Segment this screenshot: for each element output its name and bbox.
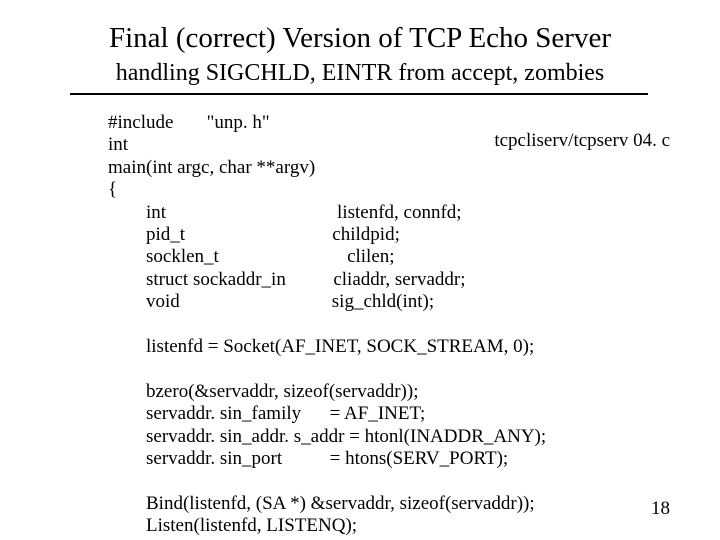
code-line: servaddr. sin_addr. s_addr = htonl(INADD… [108,426,546,447]
code-line: servaddr. sin_family = AF_INET; [108,403,425,424]
code-block: #include "unp. h" int main(int argc, cha… [108,112,648,538]
code-line: listenfd = Socket(AF_INET, SOCK_STREAM, … [108,336,534,357]
code-line: Listen(listenfd, LISTENQ); [108,515,357,536]
code-line: int listenfd, connfd; [108,202,462,223]
code-line: bzero(&servaddr, sizeof(servaddr)); [108,381,419,402]
code-line: int [108,134,128,155]
code-line: #include "unp. h" [108,112,270,133]
slide: Final (correct) Version of TCP Echo Serv… [0,0,720,540]
code-line: { [108,179,117,200]
code-line: struct sockaddr_in cliaddr, servaddr; [108,269,466,290]
slide-title: Final (correct) Version of TCP Echo Serv… [0,22,720,55]
title-underline [70,93,648,95]
slide-subtitle: handling SIGCHLD, EINTR from accept, zom… [0,60,720,87]
code-line: Bind(listenfd, (SA *) &servaddr, sizeof(… [108,493,535,514]
code-line: pid_t childpid; [108,224,400,245]
code-line: socklen_t clilen; [108,246,395,267]
code-line: void sig_chld(int); [108,291,434,312]
code-line: servaddr. sin_port = htons(SERV_PORT); [108,448,508,469]
code-line: main(int argc, char **argv) [108,157,315,178]
page-number: 18 [651,498,670,520]
